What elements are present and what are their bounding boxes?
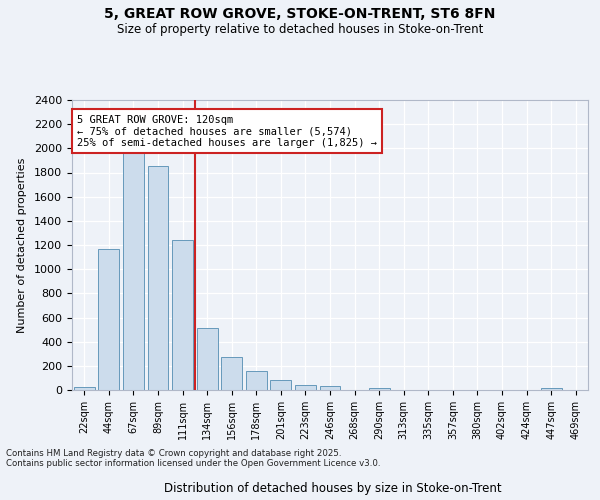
Bar [148, 166, 169, 390]
Text: 5, GREAT ROW GROVE, STOKE-ON-TRENT, ST6 8FN: 5, GREAT ROW GROVE, STOKE-ON-TRENT, ST6 … [104, 8, 496, 22]
Bar [541, 388, 562, 390]
Bar [271, 380, 292, 390]
Y-axis label: Number of detached properties: Number of detached properties [17, 158, 27, 332]
Bar [246, 372, 267, 390]
Text: Contains public sector information licensed under the Open Government Licence v3: Contains public sector information licen… [6, 458, 380, 468]
Bar [74, 387, 95, 390]
Bar [221, 358, 242, 390]
Text: 5 GREAT ROW GROVE: 120sqm
← 75% of detached houses are smaller (5,574)
25% of se: 5 GREAT ROW GROVE: 120sqm ← 75% of detac… [77, 114, 377, 148]
Bar [197, 328, 218, 390]
Bar [295, 384, 316, 390]
Bar [98, 248, 119, 390]
Text: Contains HM Land Registry data © Crown copyright and database right 2025.: Contains HM Land Registry data © Crown c… [6, 448, 341, 458]
Bar [123, 152, 144, 390]
Text: Distribution of detached houses by size in Stoke-on-Trent: Distribution of detached houses by size … [164, 482, 502, 495]
Bar [172, 240, 193, 390]
Bar [320, 386, 340, 390]
Bar [368, 388, 389, 390]
Text: Size of property relative to detached houses in Stoke-on-Trent: Size of property relative to detached ho… [117, 22, 483, 36]
